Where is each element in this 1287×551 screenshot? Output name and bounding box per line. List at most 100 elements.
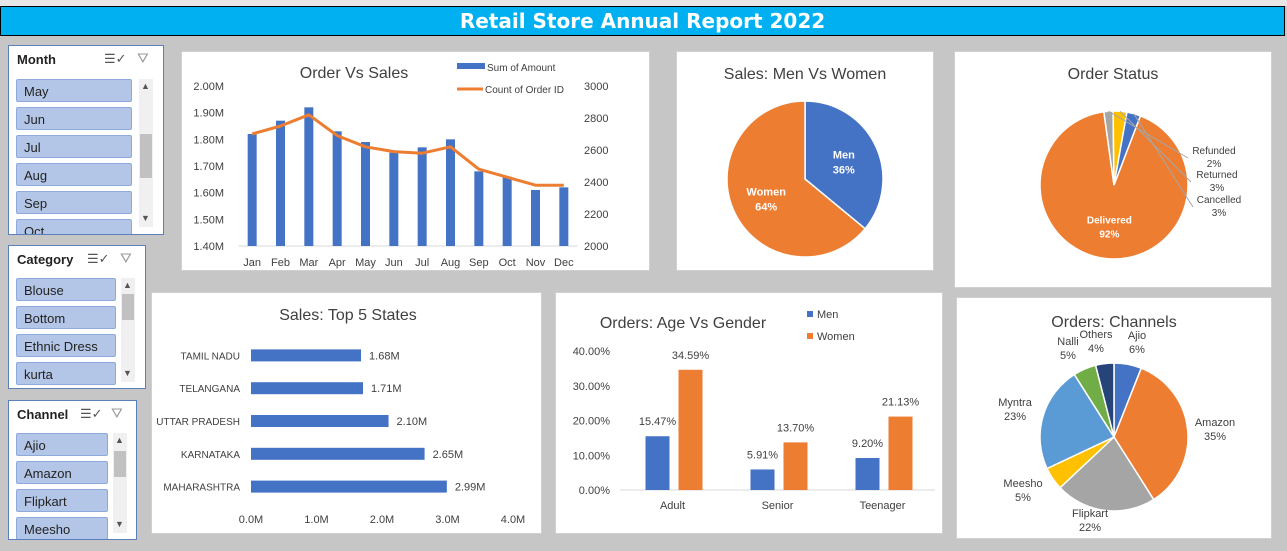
slicer-item-month[interactable]: Jul (16, 135, 132, 158)
y-tick-label-right: 3000 (584, 81, 608, 93)
category-slicer-title: Category (17, 252, 74, 267)
slicer-item-channel[interactable]: Meesho (16, 517, 108, 539)
clear-filter-icon[interactable]: ⛛ (137, 50, 149, 66)
category-slicer: Category ☰✓ ⛛ Blouse Bottom Ethnic Dress… (8, 245, 146, 389)
clear-filter-icon[interactable]: ⛛ (111, 405, 123, 421)
slicer-item-channel[interactable]: Flipkart (16, 489, 108, 512)
scroll-thumb[interactable] (140, 134, 152, 178)
data-label-name: Men (833, 150, 855, 162)
slicer-item-month[interactable]: May (16, 79, 132, 102)
order-vs-sales-card[interactable]: Order Vs Sales 2.00M 1.90M 1.80M 1.70M 1.60M 1… (181, 51, 650, 271)
slicer-item-month[interactable]: Oct (16, 219, 132, 234)
x-tick-label: Adult (660, 500, 685, 512)
bar-women (888, 416, 913, 490)
x-tick-label: Senior (762, 500, 794, 512)
data-label-name: Nalli (1057, 336, 1078, 348)
bar-women (678, 369, 703, 490)
slicer-item-channel[interactable]: Ajio (16, 433, 108, 456)
slicer-item-category[interactable]: Bottom (16, 306, 116, 329)
bar-sum-of-amount (304, 107, 314, 246)
multi-select-icon[interactable]: ☰✓ (87, 251, 110, 266)
x-tick-label: Feb (271, 257, 290, 269)
data-label: 2.65M (433, 449, 464, 461)
scroll-down-icon[interactable]: ▼ (123, 368, 132, 378)
data-label-name: Amazon (1195, 417, 1235, 429)
slicer-item-category[interactable]: Blouse (16, 278, 116, 301)
x-tick-label: Nov (526, 257, 546, 269)
order-status-card[interactable]: Order Status Delivered 92% Refunded 2% Return… (954, 51, 1272, 288)
data-label-value: 4% (1088, 343, 1104, 355)
channel-scrollbar[interactable]: ▲ ▼ (113, 433, 127, 533)
bar-sum-of-amount (247, 134, 257, 246)
data-label-name: Refunded (1192, 146, 1235, 157)
y-tick-label: 0.00% (579, 485, 610, 497)
data-label-name: Ajio (1128, 330, 1146, 342)
report-title: Retail Store Annual Report 2022 (459, 9, 826, 33)
scroll-up-icon[interactable]: ▲ (141, 81, 150, 91)
channel-slicer: Channel ☰✓ ⛛ Ajio Amazon Flipkart Meesho… (8, 400, 137, 540)
multi-select-icon[interactable]: ☰✓ (80, 406, 103, 421)
bar-sum-of-amount (361, 142, 370, 246)
scroll-up-icon[interactable]: ▲ (123, 280, 132, 290)
top-5-states-chart: Sales: Top 5 States 0.0M 1.0M 2.0M 3.0M 4.0M T… (156, 307, 525, 526)
top-5-states-card[interactable]: Sales: Top 5 States 0.0M 1.0M 2.0M 3.0M 4.0M T… (151, 292, 542, 534)
bar-sum-of-amount (474, 171, 484, 246)
slicer-item-month[interactable]: Jun (16, 107, 132, 130)
bar-sum-of-amount (502, 176, 512, 246)
y-tick-label-left: 1.90M (193, 108, 224, 120)
chart-title: Orders: Channels (1051, 314, 1176, 331)
y-tick-label: 30.00% (573, 381, 611, 393)
month-slicer: Month ☰✓ ⛛ May Jun Jul Aug Sep Oct ▲ ▼ (8, 45, 164, 235)
scroll-thumb[interactable] (114, 451, 126, 477)
y-tick-label-left: 2.00M (193, 81, 224, 93)
x-tick-label: Jul (415, 257, 429, 269)
x-tick-label: Aug (441, 257, 461, 269)
scroll-thumb[interactable] (122, 294, 134, 320)
slicer-item-channel[interactable]: Amazon (16, 461, 108, 484)
data-label: 34.59% (672, 350, 710, 362)
data-label-value: 64% (755, 201, 777, 213)
bar-state (251, 480, 447, 493)
slicer-item-month[interactable]: Aug (16, 163, 132, 186)
y-tick-label: MAHARASHTRA (163, 483, 240, 494)
x-tick-label: Oct (499, 257, 516, 269)
x-tick-label: 3.0M (435, 514, 459, 526)
sales-men-women-card[interactable]: Sales: Men Vs Women Men 36% Women 64% (676, 51, 934, 271)
age-vs-gender-chart: Orders: Age Vs Gender 40.00% 30.00% 20.00% 1… (573, 309, 935, 512)
bar-sum-of-amount (417, 147, 427, 246)
scroll-down-icon[interactable]: ▼ (141, 213, 150, 223)
y-tick-label: 40.00% (573, 346, 611, 358)
scroll-up-icon[interactable]: ▲ (115, 435, 124, 445)
legend-label: Women (817, 331, 855, 343)
x-tick-label: Sep (469, 257, 489, 269)
month-scrollbar[interactable]: ▲ ▼ (139, 79, 153, 227)
pie-slice-others (1094, 362, 1115, 438)
scroll-down-icon[interactable]: ▼ (115, 519, 124, 529)
pie-slice-myntra (1039, 373, 1116, 470)
data-label-value: 3% (1210, 183, 1225, 194)
y-tick-label-left: 1.80M (193, 134, 224, 146)
clear-filter-icon[interactable]: ⛛ (120, 250, 132, 266)
x-tick-label: 0.0M (239, 514, 263, 526)
data-label-value: 6% (1129, 344, 1145, 356)
pie-slice-delivered (1039, 110, 1189, 260)
age-vs-gender-card[interactable]: Orders: Age Vs Gender 40.00% 30.00% 20.00% 1… (555, 292, 943, 534)
slicer-item-month[interactable]: Sep (16, 191, 132, 214)
bar-state (251, 382, 364, 395)
category-scrollbar[interactable]: ▲ ▼ (121, 278, 135, 382)
leader-line (1108, 110, 1189, 159)
y-tick-label-left: 1.60M (193, 188, 224, 200)
channel-slicer-title: Channel (17, 407, 69, 422)
x-tick-label: 4.0M (501, 514, 525, 526)
orders-channels-card[interactable]: Orders: Channels Ajio 6% Amazon 35% Flipkart 2… (956, 297, 1272, 539)
legend-swatch-bar (457, 63, 485, 69)
x-tick-label: Mar (299, 257, 318, 269)
data-label-name: Delivered (1087, 215, 1132, 226)
data-label-value: 35% (1204, 431, 1226, 443)
slicer-item-category[interactable]: kurta (16, 362, 116, 385)
data-label: 2.10M (397, 416, 428, 428)
multi-select-icon[interactable]: ☰✓ (104, 51, 127, 66)
bar-sum-of-amount (446, 139, 455, 246)
slicer-item-category[interactable]: Ethnic Dress (16, 334, 116, 357)
